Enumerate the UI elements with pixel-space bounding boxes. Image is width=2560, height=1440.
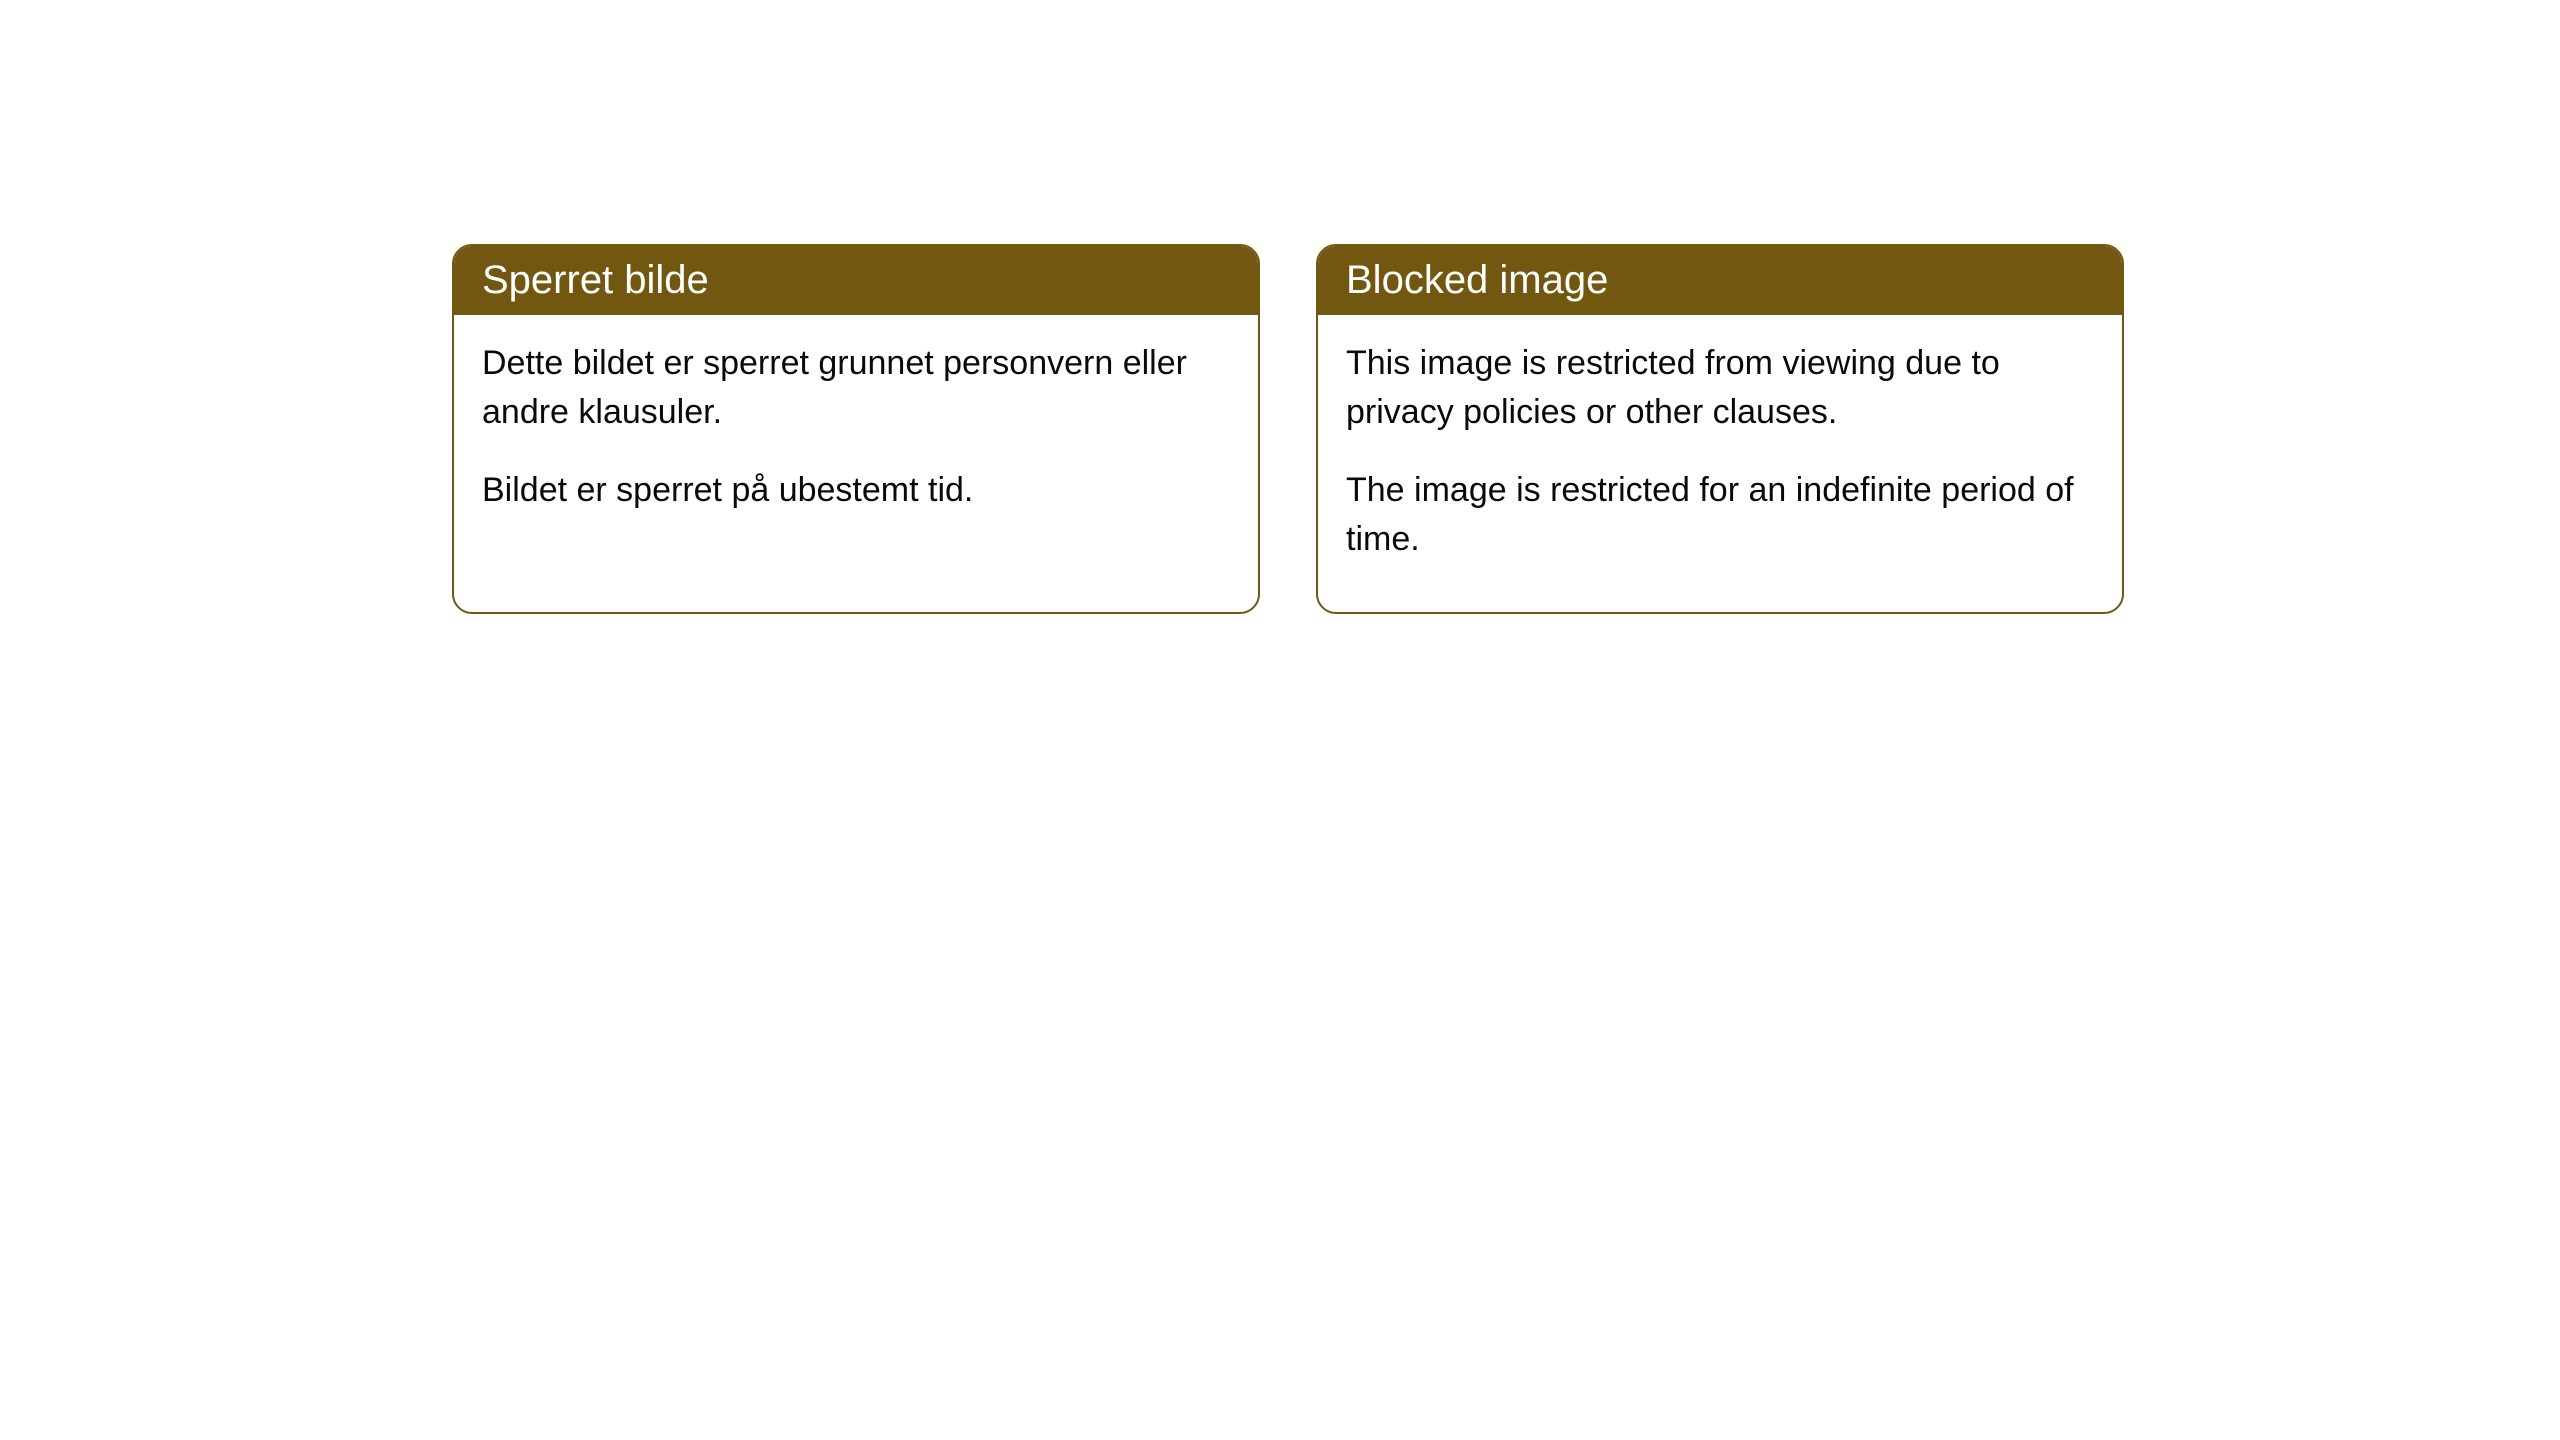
notice-cards-container: Sperret bilde Dette bildet er sperret gr… — [452, 244, 2124, 614]
card-paragraph: Dette bildet er sperret grunnet personve… — [482, 339, 1230, 438]
card-body: Dette bildet er sperret grunnet personve… — [454, 315, 1258, 563]
notice-card-english: Blocked image This image is restricted f… — [1316, 244, 2124, 614]
card-body: This image is restricted from viewing du… — [1318, 315, 2122, 612]
notice-card-norwegian: Sperret bilde Dette bildet er sperret gr… — [452, 244, 1260, 614]
card-header: Sperret bilde — [454, 246, 1258, 315]
card-paragraph: The image is restricted for an indefinit… — [1346, 466, 2094, 565]
card-paragraph: This image is restricted from viewing du… — [1346, 339, 2094, 438]
card-header: Blocked image — [1318, 246, 2122, 315]
card-paragraph: Bildet er sperret på ubestemt tid. — [482, 466, 1230, 515]
card-title: Blocked image — [1346, 258, 1608, 302]
card-title: Sperret bilde — [482, 258, 709, 302]
